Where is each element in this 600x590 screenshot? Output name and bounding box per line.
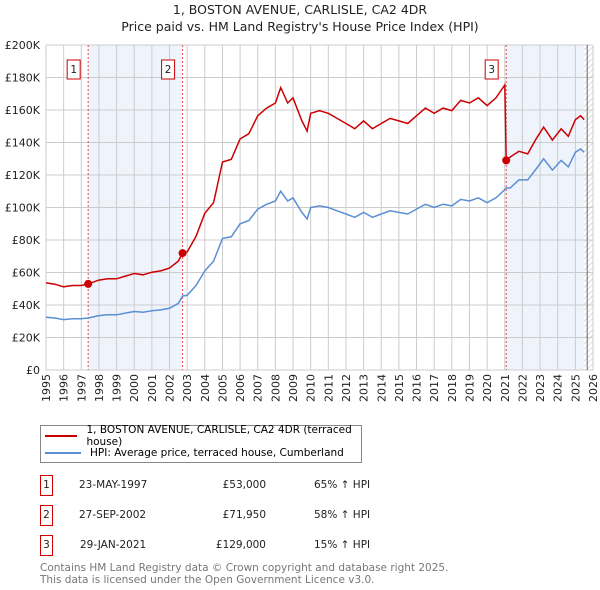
legend-hpi-label: HPI: Average price, terraced house, Cumb… bbox=[90, 447, 344, 459]
x-tick-label: 2024 bbox=[552, 374, 565, 402]
transaction-row: 1 23-MAY-1997 £53,000 65% ↑ HPI bbox=[40, 475, 380, 496]
y-tick-label: £180K bbox=[5, 72, 41, 85]
x-tick-label: 2007 bbox=[252, 374, 265, 402]
y-tick-label: £40K bbox=[12, 299, 41, 312]
x-tick-label: 2011 bbox=[322, 374, 335, 402]
sale-label: 2 bbox=[165, 64, 172, 76]
transaction-hpi: 15% ↑ HPI bbox=[314, 539, 371, 551]
x-tick-label: 2026 bbox=[587, 374, 600, 402]
transaction-date: 27-SEP-2002 bbox=[79, 509, 147, 521]
legend-blue-line bbox=[45, 452, 81, 454]
x-tick-label: 2006 bbox=[234, 374, 247, 402]
chart-plot: 1995 1996 1997 1998 1999 2000 2001 2002 2003 2004… bbox=[5, 39, 600, 402]
x-tick-label: 2000 bbox=[128, 374, 141, 402]
x-tick-label: 2005 bbox=[216, 374, 229, 402]
x-tick-label: 2025 bbox=[569, 374, 582, 402]
transaction-hpi: 58% ↑ HPI bbox=[314, 509, 371, 521]
footer-copyright: Contains HM Land Registry data © Crown c… bbox=[40, 562, 449, 574]
x-tick-label: 2019 bbox=[463, 374, 476, 402]
y-tick-label: £20K bbox=[12, 332, 41, 345]
property-price-line bbox=[45, 82, 585, 288]
x-tick-label: 1996 bbox=[58, 374, 71, 402]
x-tick-label: 2002 bbox=[164, 374, 177, 402]
y-tick-label: £80K bbox=[12, 234, 41, 247]
y-tick-label: £0 bbox=[26, 364, 40, 377]
sale-point bbox=[178, 249, 187, 258]
x-tick-label: 2018 bbox=[446, 374, 459, 402]
legend-property-label: 1, BOSTON AVENUE, CARLISLE, CA2 4DR (ter… bbox=[86, 424, 352, 448]
x-tick-label: 2013 bbox=[358, 374, 371, 402]
transaction-date: 29-JAN-2021 bbox=[80, 539, 147, 551]
x-tick-label: 2008 bbox=[269, 374, 282, 402]
y-tick-label: £140K bbox=[5, 137, 41, 150]
x-tick-label: 2014 bbox=[375, 374, 388, 402]
x-tick-label: 2016 bbox=[411, 374, 424, 402]
chart-legend: 1, BOSTON AVENUE, CARLISLE, CA2 4DR (ter… bbox=[40, 424, 362, 463]
x-tick-label: 1995 bbox=[40, 374, 53, 402]
transaction-row: 2 27-SEP-2002 £71,950 58% ↑ HPI bbox=[40, 505, 380, 526]
transaction-hpi: 65% ↑ HPI bbox=[314, 479, 371, 491]
transaction-marker: 1 bbox=[40, 475, 53, 496]
x-tick-label: 1997 bbox=[75, 374, 88, 402]
x-tick-label: 2004 bbox=[199, 374, 212, 402]
sale-label: 1 bbox=[70, 64, 77, 76]
x-tick-label: 2021 bbox=[499, 374, 512, 402]
x-tick-label: 2020 bbox=[481, 374, 494, 402]
x-tick-label: 2022 bbox=[516, 374, 529, 402]
transaction-price: £129,000 bbox=[215, 539, 266, 551]
y-tick-label: £160K bbox=[5, 104, 41, 117]
transaction-price: £71,950 bbox=[222, 509, 266, 521]
sale-label-box bbox=[484, 59, 499, 80]
transaction-date: 23-MAY-1997 bbox=[79, 479, 148, 491]
transaction-row: 3 29-JAN-2021 £129,000 15% ↑ HPI bbox=[40, 535, 380, 556]
x-tick-label: 2003 bbox=[181, 374, 194, 402]
y-tick-label: £100K bbox=[5, 202, 41, 215]
y-tick-label: £60K bbox=[12, 267, 41, 280]
sale-label: 3 bbox=[488, 64, 495, 76]
sale-label-box bbox=[161, 59, 176, 80]
x-tick-label: 2023 bbox=[534, 374, 547, 402]
hpi-line bbox=[45, 148, 585, 321]
x-tick-label: 2015 bbox=[393, 374, 406, 402]
chart-subtitle: Price paid vs. HM Land Registry's House … bbox=[121, 19, 479, 34]
sale-point bbox=[502, 156, 511, 165]
x-tick-label: 2010 bbox=[305, 374, 318, 402]
chart-title: 1, BOSTON AVENUE, CARLISLE, CA2 4DR bbox=[172, 2, 428, 17]
transaction-marker: 3 bbox=[40, 535, 53, 556]
sale-label-box bbox=[66, 59, 81, 80]
x-tick-label: 1999 bbox=[111, 374, 124, 402]
x-tick-label: 2017 bbox=[428, 374, 441, 402]
sale-point bbox=[84, 279, 93, 288]
y-tick-label: £120K bbox=[5, 169, 41, 182]
transaction-price: £53,000 bbox=[222, 479, 266, 491]
x-tick-label: 2012 bbox=[340, 374, 353, 402]
x-tick-label: 1998 bbox=[93, 374, 106, 402]
y-tick-label: £200K bbox=[5, 39, 41, 52]
transaction-marker: 2 bbox=[40, 505, 53, 526]
footer-licence: This data is licensed under the Open Gov… bbox=[40, 574, 375, 586]
legend-red-line bbox=[45, 435, 78, 437]
x-tick-label: 2001 bbox=[146, 374, 159, 402]
x-tick-label: 2009 bbox=[287, 374, 300, 402]
